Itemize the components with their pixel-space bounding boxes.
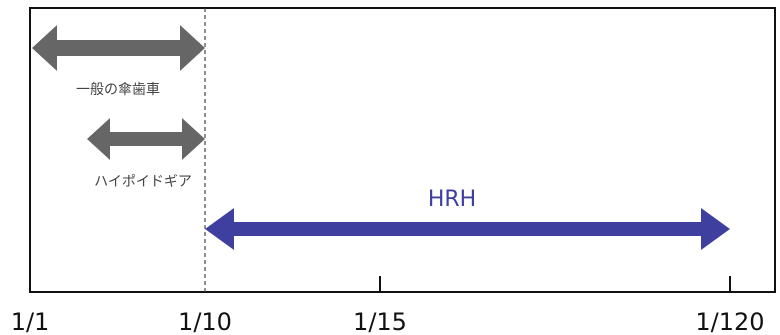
plot-frame [29, 7, 776, 293]
range-label-general-bevel: 一般の傘歯車 [76, 81, 160, 98]
tick-label-1-1: 1/1 [11, 308, 50, 335]
range-arrow-hrh [205, 208, 730, 250]
range-arrow-hypoid [87, 118, 205, 160]
range-arrow-general-bevel [32, 25, 205, 71]
tick-label-1-15: 1/15 [353, 308, 407, 335]
range-label-hrh: HRH [428, 187, 476, 212]
range-label-hypoid: ハイポイドギア [94, 174, 192, 190]
tick-label-1-120: 1/120 [695, 308, 764, 335]
tick-label-1-10: 1/10 [178, 308, 232, 335]
